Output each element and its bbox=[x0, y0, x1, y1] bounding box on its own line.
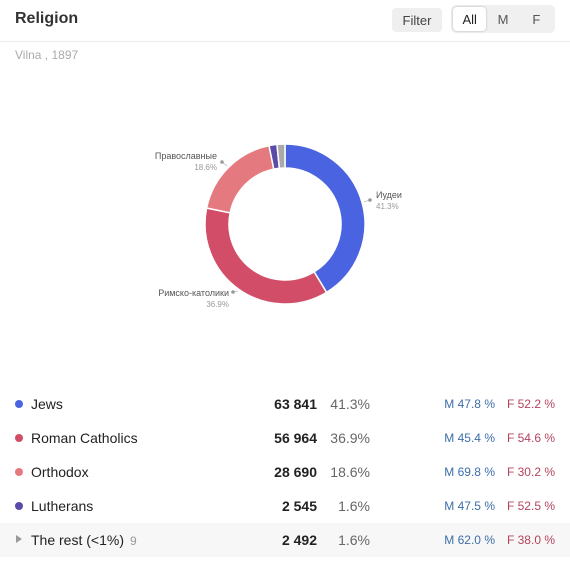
header: Religion Filter All M F bbox=[0, 0, 570, 42]
table-row[interactable]: Jews 63 841 41.3% M 47.8 % F 52.2 % bbox=[0, 387, 570, 421]
color-dot bbox=[15, 468, 23, 476]
row-value: 56 964 bbox=[274, 430, 317, 446]
row-male-share: M 47.8 % bbox=[444, 397, 495, 411]
row-name: Lutherans bbox=[31, 498, 94, 514]
subtitle: Vilna , 1897 bbox=[15, 48, 79, 62]
row-name: Orthodox bbox=[31, 464, 89, 480]
segment-male[interactable]: M bbox=[486, 7, 519, 31]
segment-female[interactable]: F bbox=[520, 7, 553, 31]
segment-all[interactable]: All bbox=[453, 7, 487, 31]
donut-svg: Иудеи 41.3% Римско-католики 36.9% Правос… bbox=[155, 143, 402, 309]
row-value: 2 492 bbox=[281, 532, 317, 548]
row-female-share: F 52.2 % bbox=[506, 397, 555, 411]
expand-triangle-icon[interactable] bbox=[16, 535, 22, 543]
table-row-rest[interactable]: The rest (<1%) 9 2 492 1.6% M 62.0 % F 38… bbox=[0, 523, 570, 557]
label-orthodox: Православные bbox=[155, 151, 217, 161]
color-dot bbox=[15, 502, 23, 510]
label-jews-pct: 41.3% bbox=[376, 202, 399, 211]
row-female-share: F 52.5 % bbox=[506, 499, 555, 513]
row-value: 63 841 bbox=[274, 396, 317, 412]
rest-label: The rest (<1%) bbox=[31, 532, 124, 548]
page-title: Religion bbox=[15, 10, 79, 27]
donut-chart: Иудеи 41.3% Римско-католики 36.9% Правос… bbox=[0, 70, 570, 380]
table-row[interactable]: Orthodox 28 690 18.6% M 69.8 % F 30.2 % bbox=[0, 455, 570, 489]
row-value: 2 545 bbox=[281, 498, 317, 514]
gender-segmented-control: All M F bbox=[451, 5, 555, 33]
slice-jews[interactable] bbox=[284, 143, 366, 294]
row-name: Jews bbox=[31, 396, 63, 412]
row-name: Roman Catholics bbox=[31, 430, 138, 446]
row-female-share: F 54.6 % bbox=[506, 431, 555, 445]
table-row[interactable]: Lutherans 2 545 1.6% M 47.5 % F 52.5 % bbox=[0, 489, 570, 523]
filter-button[interactable]: Filter bbox=[392, 8, 442, 32]
leader-roman-catholics-dot bbox=[231, 290, 235, 294]
leader-jews-dot bbox=[368, 198, 372, 202]
leader-orthodox-dot bbox=[220, 160, 224, 164]
row-name: The rest (<1%) 9 bbox=[31, 532, 137, 548]
rest-count: 9 bbox=[129, 534, 137, 548]
row-male-share: M 69.8 % bbox=[444, 465, 495, 479]
row-value: 28 690 bbox=[274, 464, 317, 480]
table-row[interactable]: Roman Catholics 56 964 36.9% M 45.4 % F … bbox=[0, 421, 570, 455]
label-jews: Иудеи bbox=[376, 190, 402, 200]
row-male-share: M 62.0 % bbox=[444, 533, 495, 547]
row-percent: 36.9% bbox=[330, 430, 370, 446]
label-orthodox-pct: 18.6% bbox=[194, 163, 217, 172]
color-dot bbox=[15, 434, 23, 442]
row-percent: 41.3% bbox=[330, 396, 370, 412]
row-male-share: M 47.5 % bbox=[444, 499, 495, 513]
row-percent: 1.6% bbox=[338, 498, 370, 514]
slice-rest[interactable] bbox=[276, 143, 286, 170]
row-female-share: F 30.2 % bbox=[506, 465, 555, 479]
row-female-share: F 38.0 % bbox=[506, 533, 555, 547]
label-roman-catholics: Римско-католики bbox=[158, 288, 229, 298]
label-roman-catholics-pct: 36.9% bbox=[206, 300, 229, 309]
row-percent: 1.6% bbox=[338, 532, 370, 548]
color-dot bbox=[15, 400, 23, 408]
row-percent: 18.6% bbox=[330, 464, 370, 480]
religion-table: Jews 63 841 41.3% M 47.8 % F 52.2 % Roma… bbox=[0, 387, 570, 557]
row-male-share: M 45.4 % bbox=[444, 431, 495, 445]
